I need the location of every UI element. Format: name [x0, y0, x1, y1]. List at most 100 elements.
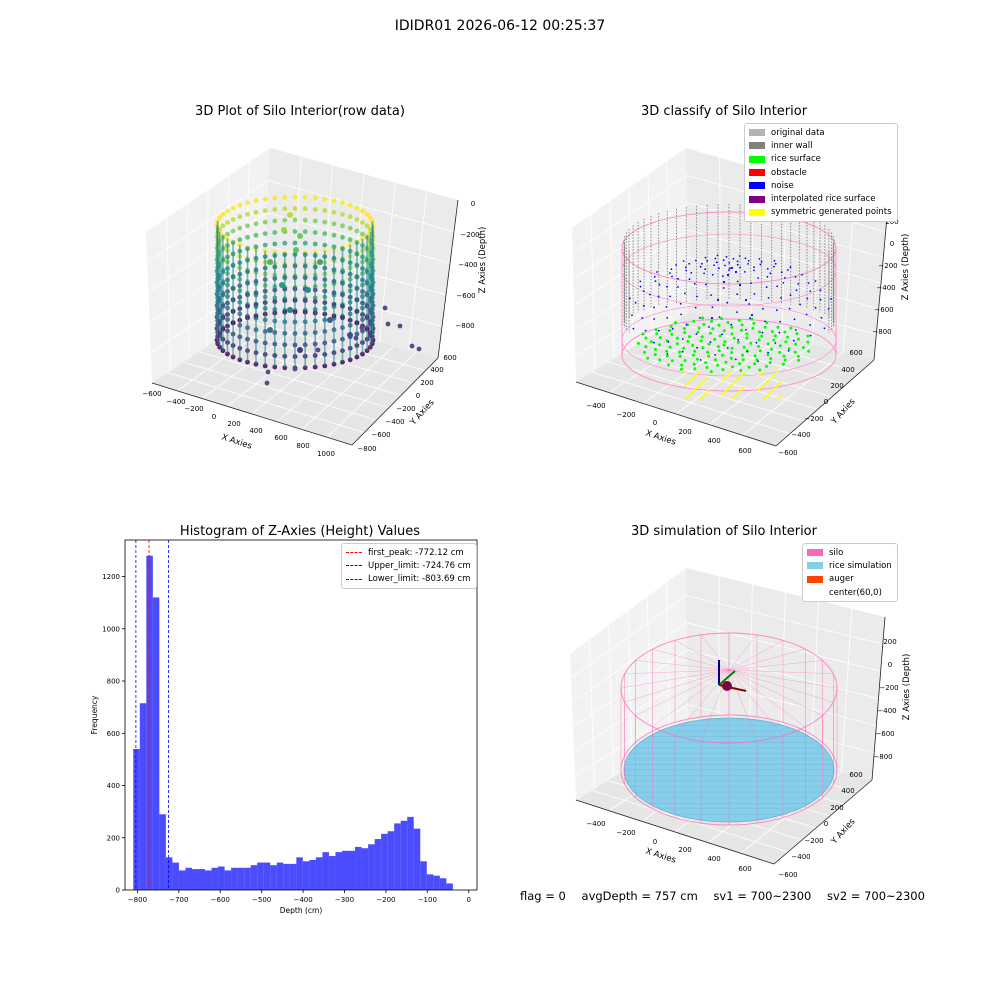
grid-line [378, 182, 396, 343]
histogram-bar [172, 862, 179, 890]
histogram-bar [250, 865, 258, 890]
noise-point [714, 257, 717, 260]
symmetric-point [691, 390, 695, 394]
scatter-point [347, 237, 353, 243]
histogram-bar [263, 862, 271, 890]
symmetric-point [731, 396, 735, 400]
z-tick-label: −800 [455, 322, 474, 330]
symmetric-point [726, 387, 730, 391]
noise-point [734, 270, 738, 274]
rice-surface-point [778, 344, 782, 348]
y-tick-label: −200 [396, 405, 415, 413]
rice-surface-point [742, 345, 746, 349]
symmetric-point [721, 378, 725, 382]
silo-roof-line [728, 669, 834, 675]
silo-roof-line [728, 669, 806, 728]
y-tick-label: 600 [107, 730, 120, 738]
noise-point [739, 266, 741, 269]
y-tick-label: 400 [430, 366, 443, 374]
x-tick-label: 400 [249, 427, 262, 435]
rice-surface-point [716, 363, 720, 367]
rice-surface-point [708, 331, 712, 335]
rice-surface-point [765, 321, 769, 325]
x-tick-label: 0 [653, 419, 657, 427]
noise-point [773, 265, 775, 268]
symmetric-point [720, 393, 724, 397]
noise-point [722, 259, 725, 262]
x-tick-label: 0 [212, 413, 216, 421]
noise-point [639, 280, 642, 283]
noise-point [688, 262, 691, 265]
rice-surface-point [670, 332, 674, 336]
rice-surface-point [741, 358, 745, 362]
rice-surface-point [643, 350, 646, 354]
symmetric-point [683, 370, 687, 374]
symmetric-point [767, 378, 771, 382]
grid-line [608, 361, 805, 422]
noise-point [748, 303, 751, 305]
rice-surface-point [710, 319, 714, 323]
scatter-point [230, 217, 236, 222]
histogram-bar [244, 867, 251, 890]
y-tick-label: 200 [420, 379, 433, 387]
noise-point [788, 307, 791, 310]
noise-point [679, 302, 682, 305]
symmetric-point [732, 381, 736, 385]
silo-roof-line [728, 634, 758, 671]
noise-point [814, 306, 817, 309]
noise-point [766, 275, 769, 278]
rice-surface-point [682, 346, 686, 350]
scatter-point [364, 223, 370, 229]
z-tick-label: −200 [879, 684, 898, 692]
noise-point [778, 331, 781, 334]
z-axis-label: Z Axies (Depth) [902, 654, 912, 721]
grid-line [573, 202, 688, 280]
grid-line [572, 175, 687, 254]
noise-point [795, 289, 798, 292]
rice-surface-point [716, 345, 720, 349]
symmetric-point [699, 382, 703, 386]
noise-point [718, 267, 720, 270]
symmetric-point [705, 376, 709, 380]
noise-point [797, 283, 800, 285]
rice-surface-point [789, 326, 793, 330]
silo-roof-line [652, 648, 730, 671]
x-tick-label: −400 [293, 896, 312, 904]
noise-point [642, 290, 645, 292]
rice-surface-point [668, 345, 672, 349]
symmetric-point [763, 382, 767, 386]
scatter-point [331, 221, 337, 227]
scatter-point [315, 347, 321, 353]
rice-surface-point [722, 343, 726, 347]
symmetric-point [758, 373, 762, 377]
x-tick-label: −200 [184, 405, 203, 413]
legend-item: first_peak: -772.12 cm [346, 546, 471, 559]
symmetric-point [692, 375, 696, 379]
histogram-bar [218, 866, 225, 890]
noise-point [680, 313, 682, 316]
symmetric-point [760, 371, 764, 375]
noise-point [631, 314, 633, 317]
symmetric-point [700, 395, 704, 399]
symmetric-point [742, 371, 746, 375]
silo-roof-line [652, 669, 730, 728]
rice-surface-point [724, 360, 728, 364]
noise-point [806, 297, 809, 300]
histogram-bar [139, 703, 147, 890]
scatter-point [262, 242, 268, 248]
scatter-point [253, 244, 259, 250]
x-tick-label: −400 [586, 820, 605, 828]
noise-point [753, 266, 755, 269]
scatter-point [360, 220, 365, 225]
grid-line [176, 315, 285, 392]
y-tick-label: −200 [804, 415, 823, 423]
scatter-point [359, 325, 365, 331]
grid-line [263, 277, 443, 327]
z-tick-label: −400 [877, 707, 896, 715]
y-tick-label: 400 [841, 787, 854, 795]
noise-point [722, 275, 724, 277]
noise-point [787, 349, 790, 352]
y-tick-label: −600 [371, 431, 390, 439]
scatter-point [322, 196, 328, 202]
rice-surface-point [760, 334, 764, 338]
